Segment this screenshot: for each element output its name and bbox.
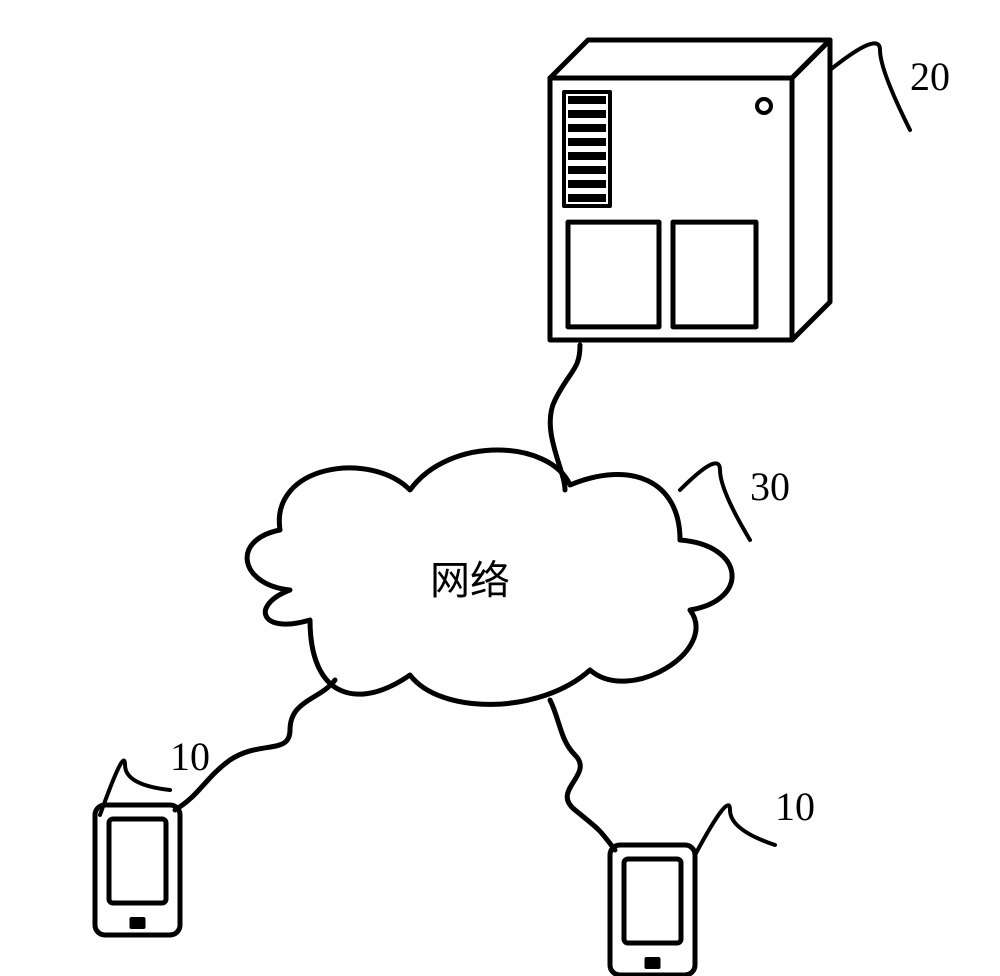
- callout-leader-server: [830, 43, 910, 130]
- callout-leader-phone2: [695, 805, 775, 855]
- callouts-group: 20 30 10 10: [100, 43, 950, 855]
- cloud-network: 网络: [247, 450, 732, 704]
- phone-device: [95, 805, 180, 935]
- link-cloud-phone2: [550, 700, 615, 850]
- callout-leader-cloud: [680, 463, 750, 540]
- network-diagram: 网络 20 30 10 10: [0, 0, 1000, 976]
- links-group: [175, 345, 615, 850]
- phones-group: [95, 805, 695, 975]
- callout-label-cloud: 30: [750, 464, 790, 509]
- callout-label-server: 20: [910, 54, 950, 99]
- callout-label-phone1: 10: [170, 734, 210, 779]
- cloud-label: 网络: [430, 558, 510, 603]
- server: [550, 40, 830, 340]
- phone-device: [610, 845, 695, 975]
- callout-label-phone2: 10: [775, 784, 815, 829]
